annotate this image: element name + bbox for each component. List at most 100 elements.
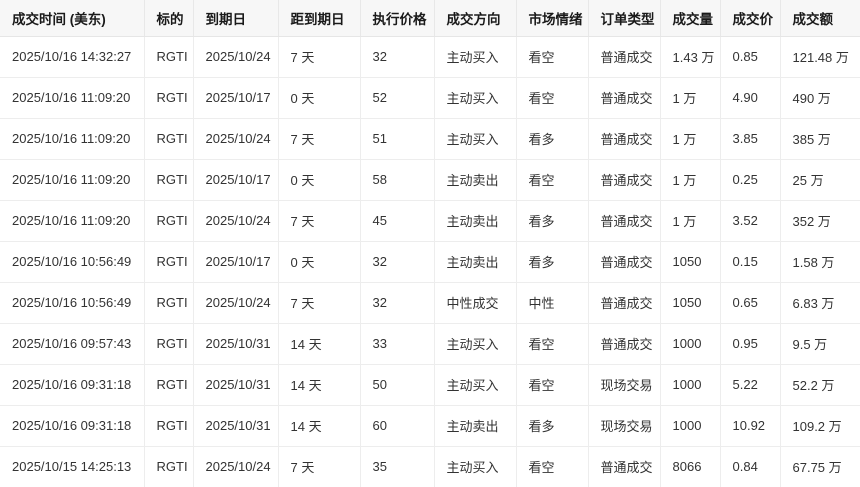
- cell-strike: 58: [360, 159, 435, 201]
- cell-time: 2025/10/16 11:09:20: [0, 159, 145, 201]
- cell-expiry: 2025/10/24: [193, 446, 279, 487]
- column-header-expiry[interactable]: 到期日: [193, 0, 279, 37]
- cell-volume: 1000: [660, 364, 721, 406]
- cell-amount: 52.2 万: [780, 364, 860, 406]
- cell-volume: 1000: [660, 323, 721, 365]
- cell-expiry: 2025/10/17: [193, 241, 279, 283]
- table-row[interactable]: 2025/10/16 09:57:43 RGTI 2025/10/31 14 天 33 主…: [0, 323, 860, 365]
- column-header-time[interactable]: 成交时间 (美东): [0, 0, 145, 37]
- cell-price: 5.22: [720, 364, 781, 406]
- cell-side: 主动买入: [434, 118, 517, 160]
- cell-strike: 52: [360, 77, 435, 119]
- table-body: 2025/10/16 14:32:27 RGTI 2025/10/24 7 天 32 主动…: [0, 36, 860, 487]
- cell-dte: 0 天: [278, 77, 361, 119]
- cell-dte: 7 天: [278, 118, 361, 160]
- cell-strike: 50: [360, 364, 435, 406]
- cell-order-type: 普通成交: [588, 200, 661, 242]
- cell-expiry: 2025/10/31: [193, 323, 279, 365]
- cell-amount: 490 万: [780, 77, 860, 119]
- cell-strike: 35: [360, 446, 435, 487]
- cell-volume: 1050: [660, 241, 721, 283]
- cell-dte: 14 天: [278, 405, 361, 447]
- cell-volume: 1000: [660, 405, 721, 447]
- cell-order-type: 现场交易: [588, 405, 661, 447]
- cell-symbol: RGTI: [144, 446, 194, 487]
- cell-dte: 7 天: [278, 446, 361, 487]
- table-row[interactable]: 2025/10/16 09:31:18 RGTI 2025/10/31 14 天 50 主…: [0, 364, 860, 406]
- cell-side: 主动买入: [434, 36, 517, 78]
- cell-sentiment: 看空: [516, 77, 589, 119]
- table-row[interactable]: 2025/10/16 10:56:49 RGTI 2025/10/24 7 天 32 中性…: [0, 282, 860, 324]
- column-header-volume[interactable]: 成交量: [660, 0, 721, 37]
- cell-amount: 1.58 万: [780, 241, 860, 283]
- cell-order-type: 普通成交: [588, 282, 661, 324]
- table-row[interactable]: 2025/10/16 14:32:27 RGTI 2025/10/24 7 天 32 主动…: [0, 36, 860, 78]
- cell-symbol: RGTI: [144, 405, 194, 447]
- table-row[interactable]: 2025/10/16 11:09:20 RGTI 2025/10/24 7 天 51 主动…: [0, 118, 860, 160]
- cell-dte: 7 天: [278, 282, 361, 324]
- cell-sentiment: 看多: [516, 200, 589, 242]
- cell-symbol: RGTI: [144, 159, 194, 201]
- cell-time: 2025/10/15 14:25:13: [0, 446, 145, 487]
- cell-expiry: 2025/10/17: [193, 159, 279, 201]
- cell-sentiment: 看空: [516, 323, 589, 365]
- cell-amount: 67.75 万: [792, 460, 842, 476]
- cell-order-type: 普通成交: [588, 77, 661, 119]
- column-header-side[interactable]: 成交方向: [434, 0, 517, 37]
- column-header-dte[interactable]: 距到期日: [278, 0, 361, 37]
- cell-expiry: 2025/10/24: [193, 36, 279, 78]
- table-row[interactable]: 2025/10/16 10:56:49 RGTI 2025/10/17 0 天 32 主动…: [0, 241, 860, 283]
- table-row[interactable]: 2025/10/16 09:31:18 RGTI 2025/10/31 14 天 60 主…: [0, 405, 860, 447]
- cell-dte: 0 天: [278, 241, 361, 283]
- cell-symbol: RGTI: [144, 323, 194, 365]
- column-header-amount[interactable]: 成交额: [780, 0, 860, 37]
- cell-symbol: RGTI: [144, 364, 194, 406]
- table-row[interactable]: 2025/10/15 14:25:13 RGTI 2025/10/24 7 天 35 主动…: [0, 446, 860, 487]
- table-header-row: 成交时间 (美东) 标的 到期日 距到期日 执行价格 成交方向 市场情绪 订单类…: [0, 0, 860, 37]
- cell-sentiment: 看空: [516, 446, 589, 487]
- cell-strike: 32: [360, 241, 435, 283]
- cell-side: 主动卖出: [434, 200, 517, 242]
- column-header-strike[interactable]: 执行价格: [360, 0, 435, 37]
- cell-dte: 0 天: [278, 159, 361, 201]
- cell-symbol: RGTI: [144, 282, 194, 324]
- cell-amount: 385 万: [780, 118, 860, 160]
- cell-strike: 33: [360, 323, 435, 365]
- cell-order-type: 普通成交: [588, 36, 661, 78]
- cell-price: 0.85: [720, 36, 781, 78]
- cell-side: 中性成交: [434, 282, 517, 324]
- cell-sentiment: 看多: [516, 241, 589, 283]
- cell-price: 0.95: [720, 323, 781, 365]
- table-row[interactable]: 2025/10/16 11:09:20 RGTI 2025/10/24 7 天 45 主动…: [0, 200, 860, 242]
- cell-side: 主动卖出: [434, 159, 517, 201]
- cell-symbol: RGTI: [144, 77, 194, 119]
- cell-price: 0.15: [720, 241, 781, 283]
- cell-volume: 1 万: [660, 159, 721, 201]
- cell-order-type: 现场交易: [588, 364, 661, 406]
- cell-time: 2025/10/16 10:56:49: [0, 241, 145, 283]
- column-header-price[interactable]: 成交价: [720, 0, 781, 37]
- cell-price: 3.52: [720, 200, 781, 242]
- column-header-order-type[interactable]: 订单类型: [588, 0, 661, 37]
- cell-strike: 51: [360, 118, 435, 160]
- cell-order-type: 普通成交: [588, 241, 661, 283]
- cell-side: 主动买入: [434, 323, 517, 365]
- cell-side: 主动卖出: [434, 241, 517, 283]
- cell-expiry: 2025/10/31: [193, 364, 279, 406]
- cell-side: 主动买入: [434, 446, 517, 487]
- table-row[interactable]: 2025/10/16 11:09:20 RGTI 2025/10/17 0 天 52 主动…: [0, 77, 860, 119]
- cell-volume: 1 万: [660, 200, 721, 242]
- cell-price: 0.65: [720, 282, 781, 324]
- cell-amount: 109.2 万: [780, 405, 860, 447]
- column-header-sentiment[interactable]: 市场情绪: [516, 0, 589, 37]
- cell-time: 2025/10/16 11:09:20: [0, 77, 145, 119]
- cell-symbol: RGTI: [144, 241, 194, 283]
- cell-strike: 32: [360, 36, 435, 78]
- cell-amount: 9.5 万: [780, 323, 860, 365]
- table-header: 成交时间 (美东) 标的 到期日 距到期日 执行价格 成交方向 市场情绪 订单类…: [0, 0, 860, 37]
- cell-expiry: 2025/10/24: [193, 118, 279, 160]
- column-header-symbol[interactable]: 标的: [144, 0, 194, 37]
- table-row[interactable]: 2025/10/16 11:09:20 RGTI 2025/10/17 0 天 58 主动…: [0, 159, 860, 201]
- cell-order-type: 普通成交: [588, 446, 661, 487]
